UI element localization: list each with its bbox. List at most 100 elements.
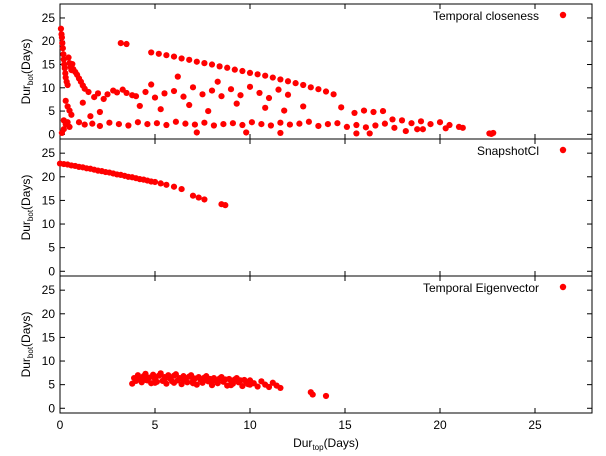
data-point: [307, 84, 314, 91]
data-point: [262, 104, 269, 111]
data-point: [216, 63, 223, 70]
data-point: [227, 86, 235, 93]
data-point: [208, 378, 216, 385]
y-tick-label: 20: [42, 34, 56, 48]
data-point: [315, 122, 322, 130]
data-point: [351, 109, 358, 117]
data-point: [210, 122, 217, 129]
data-point: [125, 122, 132, 129]
y-tick-label: 10: [42, 354, 56, 368]
data-point: [58, 129, 65, 137]
data-point: [267, 122, 274, 129]
data-point: [254, 383, 261, 390]
data-point: [170, 87, 178, 95]
data-point: [115, 121, 122, 128]
data-point: [60, 56, 67, 63]
data-point: [79, 99, 86, 106]
data-point: [151, 379, 159, 386]
y-axis-label-sub: bot: [26, 73, 35, 85]
legend-marker: [559, 11, 567, 19]
legend: SnapshotCl: [477, 144, 567, 158]
legend: Temporal closeness: [433, 9, 567, 23]
data-point: [64, 119, 71, 126]
data-point: [91, 94, 98, 101]
y-axis-label-sub: bot: [26, 346, 35, 358]
data-point: [96, 108, 103, 116]
y-tick-label: 10: [42, 81, 56, 95]
data-point: [208, 61, 216, 68]
data-point: [277, 76, 284, 83]
data-point: [201, 60, 208, 67]
data-point: [157, 370, 164, 377]
data-point: [172, 118, 179, 125]
data-point: [248, 119, 255, 126]
data-point: [189, 84, 197, 91]
data-point: [391, 124, 398, 131]
data-point: [218, 93, 225, 100]
data-point: [442, 125, 449, 132]
data-point: [157, 106, 164, 113]
data-point: [59, 45, 66, 52]
data-point: [142, 370, 149, 377]
data-point: [402, 127, 409, 135]
data-point: [193, 58, 200, 65]
data-point: [414, 126, 421, 133]
data-point: [246, 83, 254, 90]
data-point: [239, 121, 246, 129]
data-point: [58, 34, 65, 41]
data-point: [189, 380, 197, 387]
data-point: [224, 64, 231, 71]
data-point: [110, 87, 117, 94]
data-point: [157, 180, 164, 187]
data-point: [85, 88, 92, 96]
data-point: [239, 382, 246, 390]
y-tick-label: 10: [42, 217, 56, 231]
y-tick-label: 0: [48, 401, 55, 415]
data-point: [300, 81, 307, 89]
data-point: [151, 94, 159, 101]
data-point: [229, 120, 236, 127]
data-point: [178, 185, 185, 193]
data-point: [123, 40, 130, 48]
data-point: [436, 119, 444, 126]
y-axis-label-main: Dur: [19, 358, 33, 377]
y-axis-label-main: Dur: [19, 221, 33, 240]
data-point: [172, 371, 179, 378]
data-point: [237, 92, 244, 99]
data-point: [60, 51, 67, 58]
data-point: [201, 119, 208, 126]
data-point: [148, 49, 155, 56]
data-point: [144, 121, 151, 128]
data-point: [75, 119, 83, 126]
data-point: [366, 130, 373, 137]
data-point: [277, 119, 284, 126]
y-tick-label: 25: [42, 283, 56, 297]
legend-label: Temporal closeness: [433, 9, 539, 23]
data-point: [81, 121, 88, 128]
data-point: [233, 100, 240, 107]
y-axis-label-sub: bot: [26, 209, 35, 221]
data-point: [201, 196, 208, 203]
legend-label: Temporal Eigenvector: [423, 281, 539, 295]
y-tick-label: 25: [42, 11, 56, 25]
data-point: [305, 118, 312, 125]
data-point: [66, 123, 73, 130]
data-point: [370, 108, 377, 116]
data-point: [214, 78, 221, 85]
data-point: [292, 80, 299, 87]
legend: Temporal Eigenvector: [423, 281, 567, 295]
data-point: [459, 124, 466, 131]
data-point: [94, 90, 102, 97]
data-point: [265, 383, 273, 391]
data-point: [117, 40, 124, 47]
data-point: [119, 86, 126, 93]
data-point: [246, 381, 254, 388]
data-point: [222, 202, 229, 209]
y-tick-label: 0: [48, 264, 55, 278]
y-axis-label: Durbot(Days): [19, 39, 35, 105]
data-point: [61, 65, 68, 72]
x-axis-label-main: Dur: [293, 436, 312, 450]
data-point: [408, 120, 415, 127]
